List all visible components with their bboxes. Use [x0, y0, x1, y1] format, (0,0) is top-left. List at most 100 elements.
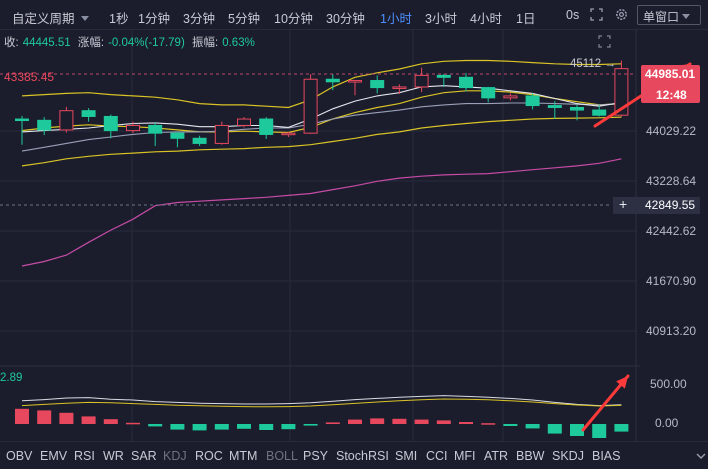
indicator-tabs: OBV EMV RSI WR SAR KDJ ROC MTM BOLL PSY … [0, 441, 708, 469]
histogram-bar-positive [481, 423, 496, 425]
candle-up [303, 78, 318, 134]
amplitude-value: 0.63% [222, 37, 255, 49]
tab-sar[interactable]: SAR [131, 449, 157, 463]
candle-up [392, 86, 407, 89]
chevron-down-icon[interactable] [694, 446, 708, 468]
candle-down [525, 95, 540, 107]
histogram-bar-negative [192, 424, 207, 431]
histogram-bar-negative [303, 424, 318, 426]
price-line-label: 43385.45 [4, 70, 55, 84]
indicator-histogram [15, 408, 629, 438]
tab-psy[interactable]: PSY [303, 449, 329, 463]
candle-down [325, 78, 340, 83]
histogram-bar-positive [348, 419, 362, 424]
candle-down [370, 80, 385, 89]
histogram-bar-positive [37, 410, 52, 424]
indicator-line-b [21, 398, 622, 408]
indicator-line-a [21, 395, 622, 407]
boll-lower-line [21, 116, 622, 167]
candle-countdown: 12:48 [656, 88, 687, 102]
indicator-value: 2.89 [0, 372, 23, 384]
interval-1d[interactable]: 1日 [516, 12, 536, 26]
histogram-bar-positive [103, 419, 118, 424]
candle-up [281, 132, 296, 136]
candle-down [570, 106, 584, 111]
close-label: 收: [4, 37, 19, 49]
interval-1s[interactable]: 1秒 [109, 12, 129, 26]
tab-boll[interactable]: BOLL [266, 449, 298, 463]
window-mode-select[interactable]: 单窗口 [637, 5, 701, 25]
histogram-bar-positive [59, 412, 74, 424]
interval-1m[interactable]: 1分钟 [138, 12, 170, 26]
candle-down [192, 137, 207, 144]
tab-bbw[interactable]: BBW [516, 449, 545, 463]
expand-icon[interactable] [590, 8, 603, 21]
ma-white-line [21, 85, 622, 133]
tab-smi[interactable]: SMI [395, 449, 418, 463]
ma-pink-line [21, 158, 622, 267]
indicator-axis-tick: 0.00 [655, 416, 679, 430]
high-price-value: 45112 [570, 58, 602, 70]
histogram-bar-positive [436, 420, 451, 424]
histogram-bar-negative [237, 424, 251, 429]
histogram-bar-negative [170, 424, 185, 430]
tab-mfi[interactable]: MFI [454, 449, 476, 463]
period-toolbar: 自定义周期 1秒 1分钟 3分钟 5分钟 10分钟 30分钟 1小时 3小时 4… [0, 0, 708, 30]
interval-30m[interactable]: 30分钟 [326, 12, 365, 26]
tab-roc[interactable]: ROC [195, 449, 223, 463]
interval-5m[interactable]: 5分钟 [228, 12, 260, 26]
interval-3m[interactable]: 3分钟 [183, 12, 215, 26]
histogram-bar-positive [392, 418, 407, 424]
arrow-right-icon: → [604, 58, 616, 70]
candle-down [81, 110, 96, 117]
current-price: 44985.01 [645, 67, 696, 81]
tab-rsi[interactable]: RSI [74, 449, 95, 463]
tab-mtm[interactable]: MTM [229, 449, 258, 463]
chevron-down-icon [80, 16, 89, 21]
tab-atr[interactable]: ATR [484, 449, 509, 463]
tab-wr[interactable]: WR [103, 449, 124, 463]
candle-up [59, 110, 74, 131]
fullscreen-icon[interactable] [598, 35, 611, 48]
candle-down [459, 76, 473, 89]
interval-3h[interactable]: 3小时 [425, 12, 457, 26]
chevron-down-icon [682, 14, 691, 19]
histogram-bar-negative [547, 424, 562, 434]
gear-icon[interactable] [614, 7, 629, 22]
tab-skdj[interactable]: SKDJ [552, 449, 584, 463]
crosshair-price-tag [613, 197, 700, 214]
indicator-axis-tick: 500.00 [650, 377, 687, 391]
ma-grey-line [21, 102, 622, 152]
custom-period-label: 自定义周期 [12, 12, 75, 26]
candle-down [170, 132, 185, 139]
candle-down [481, 87, 496, 99]
interval-1h[interactable]: 1小时 [380, 12, 412, 26]
amplitude-label: 振幅: [192, 37, 219, 49]
moving-average-lines [21, 85, 622, 267]
plus-icon[interactable]: + [619, 196, 628, 212]
bollinger-lines [21, 59, 622, 167]
interval-10m[interactable]: 10分钟 [274, 12, 313, 26]
crosshair-price: 42849.55 [645, 198, 696, 212]
tab-cci[interactable]: CCI [426, 449, 448, 463]
tab-stochrsi[interactable]: StochRSI [336, 449, 389, 463]
tab-bias[interactable]: BIAS [592, 449, 621, 463]
seconds-toggle[interactable]: 0s [566, 8, 580, 22]
arrow-head [616, 376, 628, 389]
window-mode-label: 单窗口 [643, 10, 680, 24]
custom-period-dropdown[interactable]: 自定义周期 [12, 8, 89, 27]
change-label: 涨幅: [77, 37, 105, 49]
chart-grid [0, 30, 640, 441]
tab-kdj[interactable]: KDJ [163, 449, 187, 463]
indicator-lines [21, 395, 622, 408]
interval-4h[interactable]: 4小时 [470, 12, 502, 26]
boll-upper-line [21, 59, 622, 109]
tab-obv[interactable]: OBV [6, 449, 33, 463]
histogram-bar-positive [459, 422, 473, 424]
tab-emv[interactable]: EMV [40, 449, 68, 463]
arrow-shaft [581, 374, 630, 432]
candle-up [214, 124, 229, 144]
histogram-bar-negative [281, 424, 296, 430]
candle-up [126, 124, 140, 132]
